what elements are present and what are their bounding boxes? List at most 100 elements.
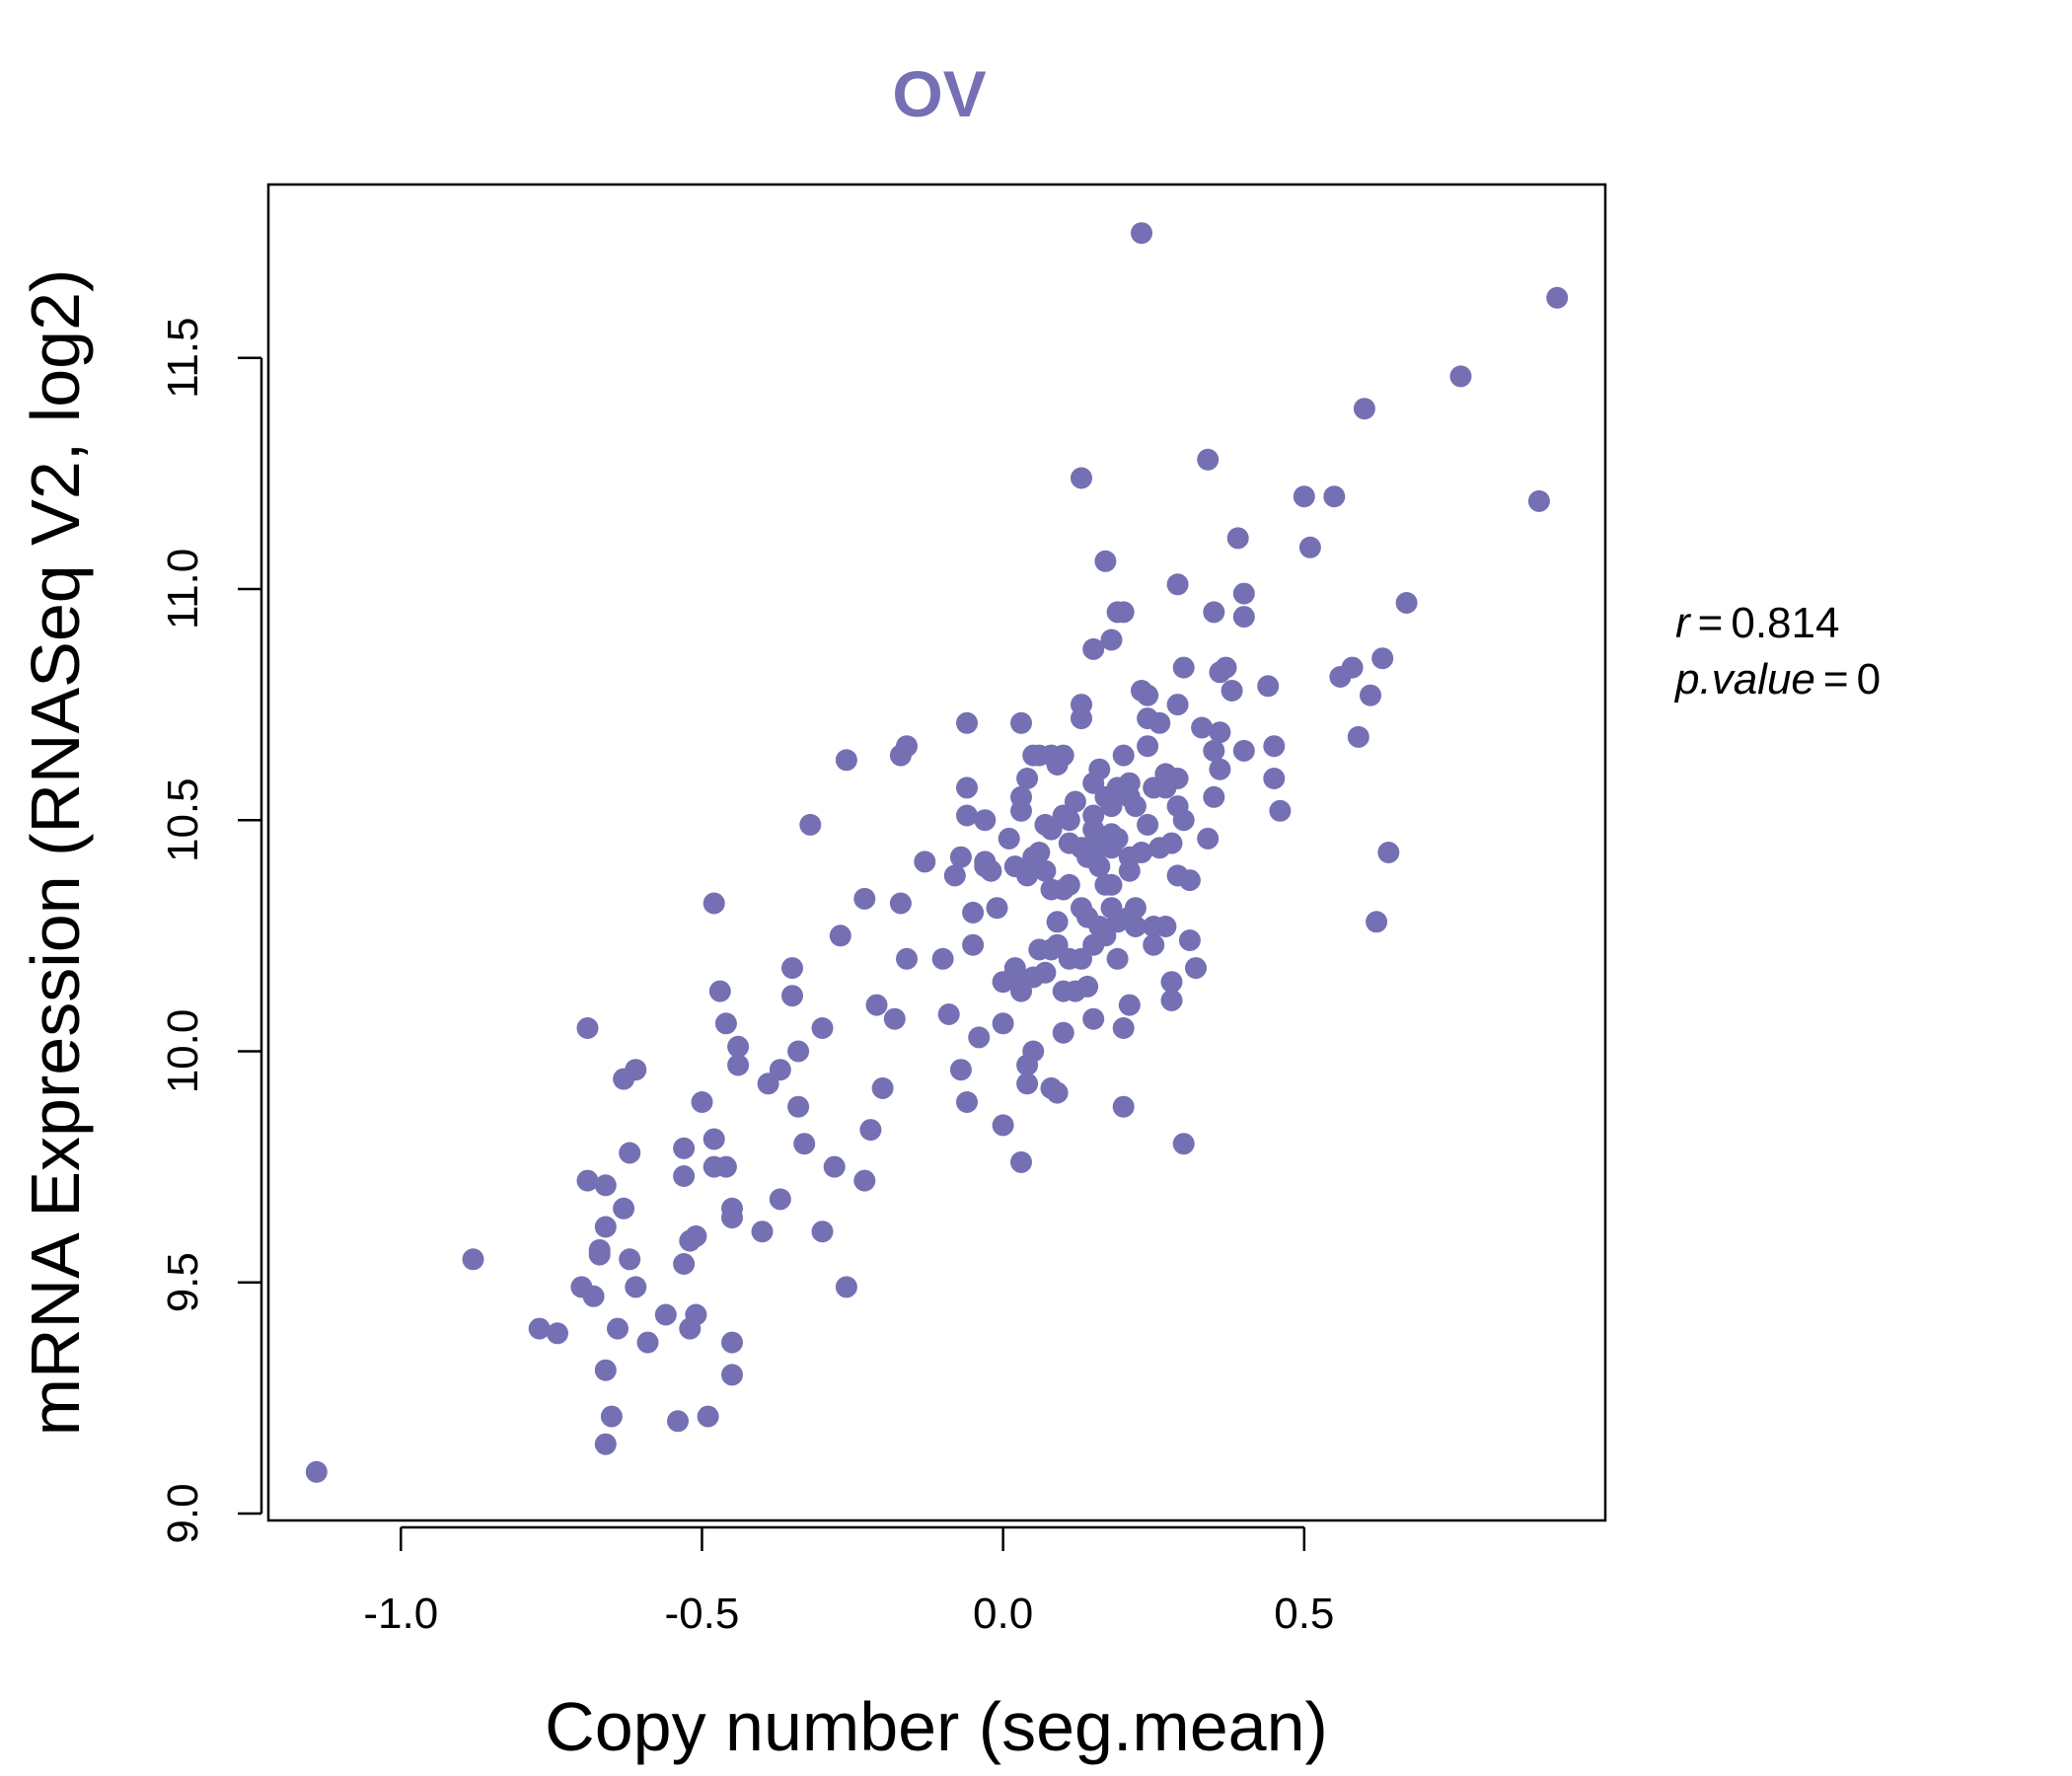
data-point xyxy=(1160,971,1183,994)
data-point xyxy=(1052,744,1074,767)
data-point xyxy=(1166,694,1189,716)
data-point xyxy=(962,901,985,924)
data-point xyxy=(1221,680,1243,702)
data-point xyxy=(673,1137,696,1159)
data-point xyxy=(956,1091,978,1113)
data-point xyxy=(1106,827,1129,850)
data-point xyxy=(871,1076,894,1099)
data-point xyxy=(588,1238,611,1261)
y-axis: 9.0 9.5 10.0 10.5 11.0 11.5 xyxy=(159,318,263,1544)
data-point xyxy=(1082,637,1105,660)
data-point xyxy=(793,1133,816,1155)
data-point xyxy=(1527,489,1550,512)
data-point xyxy=(1178,929,1201,951)
y-tick-label: 10.5 xyxy=(159,777,207,862)
data-point xyxy=(889,892,912,915)
data-point xyxy=(594,1216,617,1238)
scatter-points xyxy=(305,222,1569,1483)
data-point xyxy=(607,1317,629,1340)
data-point xyxy=(1546,286,1569,309)
data-point xyxy=(1100,629,1123,651)
data-point xyxy=(1088,855,1111,878)
x-axis-label: Copy number (seg.mean) xyxy=(545,1688,1328,1765)
data-point xyxy=(667,1410,689,1433)
data-point xyxy=(1209,758,1231,780)
data-point xyxy=(1203,601,1225,624)
data-point xyxy=(594,1174,617,1197)
y-axis-label: mRNA Expression (RNASeq V2, log2) xyxy=(17,269,94,1437)
data-point xyxy=(1166,768,1189,789)
data-point xyxy=(1010,1150,1032,1173)
data-point xyxy=(859,1119,882,1142)
data-point xyxy=(654,1303,677,1326)
data-point xyxy=(1143,933,1165,956)
data-point xyxy=(1148,711,1171,734)
data-point xyxy=(600,1405,623,1428)
data-point xyxy=(721,1207,743,1229)
data-point xyxy=(1016,864,1039,887)
data-point xyxy=(1052,1021,1074,1044)
data-point xyxy=(1154,916,1177,937)
x-tick-label: 0.5 xyxy=(1274,1590,1334,1638)
data-point xyxy=(1094,550,1117,572)
data-point xyxy=(980,859,1002,882)
data-point xyxy=(1191,716,1214,739)
p-value-stat: p.value = 0 xyxy=(1673,655,1881,703)
data-point xyxy=(714,1012,737,1035)
data-point xyxy=(992,1114,1014,1137)
data-point xyxy=(1100,873,1123,896)
data-point xyxy=(1366,911,1388,933)
data-point xyxy=(1360,684,1381,706)
data-point xyxy=(1124,795,1147,818)
data-point xyxy=(823,1155,846,1178)
data-point xyxy=(1071,467,1092,489)
data-point xyxy=(685,1303,707,1326)
data-point xyxy=(1449,365,1472,388)
y-tick-label: 11.5 xyxy=(159,318,207,399)
data-point xyxy=(943,864,966,887)
data-point xyxy=(1232,739,1255,762)
data-point xyxy=(1197,827,1220,850)
data-point xyxy=(937,1003,960,1025)
data-point xyxy=(986,897,1008,920)
data-point xyxy=(1124,916,1147,937)
data-point xyxy=(305,1460,328,1483)
data-point xyxy=(1076,975,1099,998)
data-point xyxy=(1016,1073,1039,1095)
data-point xyxy=(1209,721,1231,744)
data-point xyxy=(968,1026,991,1049)
data-point xyxy=(1160,989,1183,1011)
data-point xyxy=(781,957,803,980)
data-point xyxy=(853,1169,876,1192)
data-point xyxy=(769,1188,791,1211)
data-point xyxy=(1232,582,1255,605)
data-point xyxy=(1137,684,1159,706)
data-point xyxy=(787,1095,810,1118)
data-point xyxy=(1034,961,1057,984)
data-point xyxy=(703,1128,725,1150)
data-point xyxy=(1172,1133,1195,1155)
data-point xyxy=(1022,1040,1045,1063)
data-point xyxy=(1298,536,1321,558)
data-point xyxy=(547,1322,568,1345)
data-point xyxy=(1160,832,1183,854)
data-point xyxy=(727,1054,750,1076)
data-point xyxy=(956,804,978,827)
data-point xyxy=(1269,799,1292,822)
data-point xyxy=(582,1285,605,1307)
data-point xyxy=(1341,656,1364,679)
correlation-stat: r = 0.814 xyxy=(1675,599,1839,647)
data-point xyxy=(594,1359,617,1381)
data-point xyxy=(594,1433,617,1455)
plot-frame xyxy=(266,183,1607,1522)
data-point xyxy=(896,735,918,758)
data-point xyxy=(673,1253,696,1275)
data-point xyxy=(896,947,918,970)
data-point xyxy=(1046,911,1069,933)
data-point xyxy=(1323,485,1346,508)
data-point xyxy=(1293,485,1315,508)
data-point xyxy=(1064,790,1086,813)
data-point xyxy=(769,1059,791,1081)
data-point xyxy=(613,1197,635,1220)
data-point xyxy=(1028,842,1051,863)
